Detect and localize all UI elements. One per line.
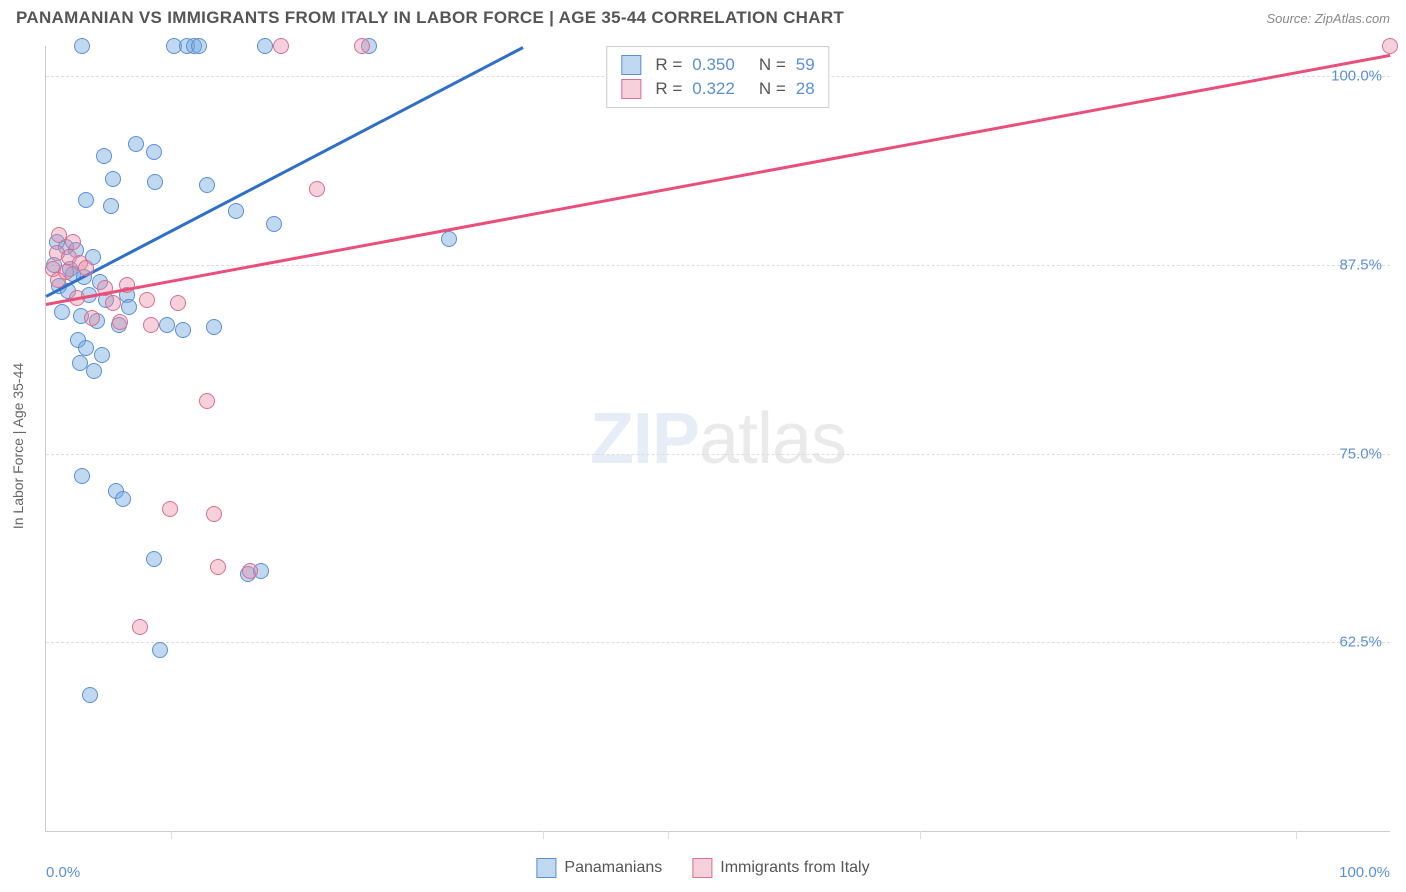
scatter-point	[96, 148, 112, 164]
x-tick-label: 0.0%	[46, 864, 80, 881]
x-tick-label: 100.0%	[1339, 864, 1390, 881]
legend-row-series-1: R = 0.322 N = 28	[621, 77, 814, 101]
y-tick-label: 100.0%	[1331, 68, 1382, 85]
scatter-point	[143, 317, 159, 333]
chart-title: PANAMANIAN VS IMMIGRANTS FROM ITALY IN L…	[16, 8, 844, 28]
scatter-point	[441, 231, 457, 247]
scatter-point	[266, 216, 282, 232]
chart-plot-area: ZIPatlas R = 0.350 N = 59 R = 0.322 N = …	[45, 46, 1390, 832]
y-tick-label: 62.5%	[1339, 634, 1382, 651]
y-tick-label: 75.0%	[1339, 445, 1382, 462]
header: PANAMANIAN VS IMMIGRANTS FROM ITALY IN L…	[0, 0, 1406, 32]
legend-item: Immigrants from Italy	[692, 858, 869, 878]
gridline-vertical	[920, 831, 921, 839]
scatter-point	[354, 38, 370, 54]
scatter-point	[1382, 38, 1398, 54]
gridline-horizontal	[46, 454, 1390, 455]
legend-swatch-icon	[621, 55, 641, 75]
scatter-point	[105, 295, 121, 311]
scatter-point	[84, 310, 100, 326]
scatter-point	[82, 687, 98, 703]
correlation-legend: R = 0.350 N = 59 R = 0.322 N = 28	[606, 46, 829, 108]
scatter-point	[147, 174, 163, 190]
scatter-point	[78, 260, 94, 276]
scatter-point	[105, 171, 121, 187]
scatter-point	[115, 491, 131, 507]
scatter-point	[132, 619, 148, 635]
source-attribution: Source: ZipAtlas.com	[1266, 11, 1390, 26]
gridline-vertical	[543, 831, 544, 839]
scatter-point	[191, 38, 207, 54]
scatter-point	[162, 501, 178, 517]
gridline-vertical	[171, 831, 172, 839]
gridline-vertical	[1296, 831, 1297, 839]
scatter-point	[74, 38, 90, 54]
scatter-point	[210, 559, 226, 575]
scatter-point	[199, 393, 215, 409]
scatter-point	[65, 234, 81, 250]
legend-swatch-icon	[621, 79, 641, 99]
scatter-point	[78, 340, 94, 356]
scatter-point	[206, 319, 222, 335]
legend-row-series-0: R = 0.350 N = 59	[621, 53, 814, 77]
scatter-point	[94, 347, 110, 363]
scatter-point	[86, 363, 102, 379]
series-legend: Panamanians Immigrants from Italy	[536, 858, 869, 878]
legend-item: Panamanians	[536, 858, 662, 878]
scatter-point	[170, 295, 186, 311]
y-axis-label: In Labor Force | Age 35-44	[10, 363, 26, 529]
legend-label: Panamanians	[564, 859, 662, 877]
scatter-point	[128, 136, 144, 152]
scatter-point	[72, 355, 88, 371]
scatter-point	[78, 192, 94, 208]
scatter-point	[103, 198, 119, 214]
scatter-point	[50, 272, 66, 288]
scatter-point	[206, 506, 222, 522]
gridline-vertical	[668, 831, 669, 839]
scatter-point	[74, 468, 90, 484]
scatter-point	[139, 292, 155, 308]
y-tick-label: 87.5%	[1339, 256, 1382, 273]
scatter-point	[228, 203, 244, 219]
scatter-point	[146, 551, 162, 567]
scatter-point	[121, 299, 137, 315]
legend-label: Immigrants from Italy	[720, 859, 869, 877]
scatter-point	[175, 322, 191, 338]
scatter-point	[273, 38, 289, 54]
scatter-point	[54, 304, 70, 320]
scatter-point	[199, 177, 215, 193]
scatter-point	[257, 38, 273, 54]
scatter-point	[146, 144, 162, 160]
scatter-point	[242, 563, 258, 579]
scatter-point	[159, 317, 175, 333]
legend-swatch-icon	[536, 858, 556, 878]
scatter-point	[309, 181, 325, 197]
watermark: ZIPatlas	[590, 398, 846, 480]
scatter-point	[152, 642, 168, 658]
scatter-point	[112, 314, 128, 330]
legend-swatch-icon	[692, 858, 712, 878]
gridline-horizontal	[46, 642, 1390, 643]
